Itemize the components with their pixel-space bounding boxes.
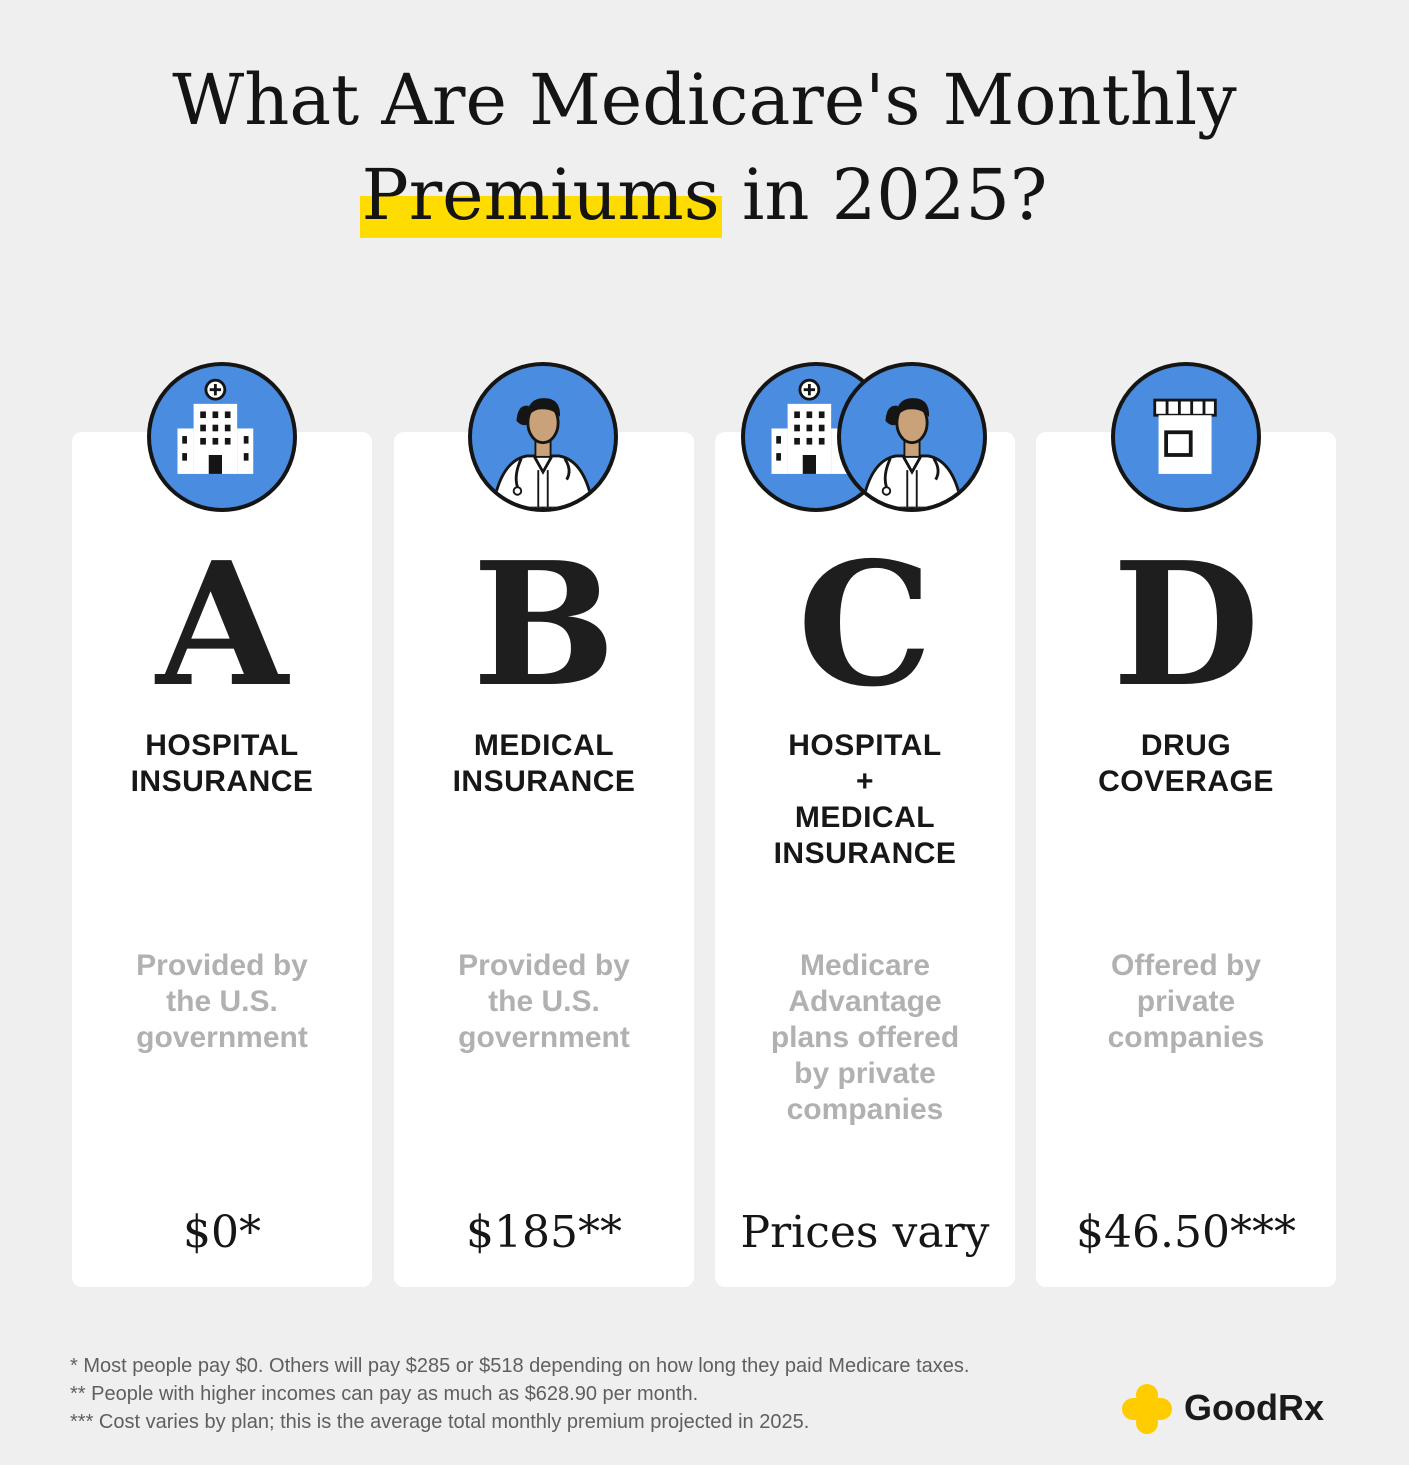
category-line: HOSPITAL (145, 729, 299, 762)
part-b-price: $185** (466, 1207, 622, 1258)
category-line: HOSPITAL (788, 729, 942, 762)
footnote-1: * Most people pay $0. Others will pay $2… (70, 1355, 970, 1377)
hospital-icon (147, 362, 297, 512)
description-line: companies (1107, 1021, 1265, 1054)
part-d-price: $46.50*** (1076, 1207, 1296, 1258)
footnote-2: ** People with higher incomes can pay as… (70, 1383, 699, 1405)
part-d-category: DRUG COVERAGE (1036, 728, 1336, 800)
page-title-line-2: Premiums in 2025? (0, 150, 1409, 240)
part-c-price: Prices vary (740, 1207, 990, 1258)
category-line: MEDICAL (473, 729, 615, 762)
category-line: MEDICAL (794, 801, 936, 834)
description-line: companies (786, 1093, 944, 1126)
description-line: plans offered (770, 1021, 960, 1054)
part-letter-c: C (797, 525, 933, 725)
title-highlight: Premiums (359, 150, 722, 240)
category-line: COVERAGE (1098, 765, 1274, 798)
category-line: DRUG (1140, 729, 1232, 762)
part-a-price: $0* (183, 1207, 261, 1258)
description-line: by private (794, 1057, 936, 1090)
part-d-description: Offered by private companies (1036, 948, 1336, 1056)
page-title-line-1: What Are Medicare's Monthly (172, 59, 1237, 141)
title-rest: in 2025? (719, 154, 1048, 236)
pill-bottle-icon (1111, 362, 1261, 512)
goodrx-plus-icon (1122, 1384, 1172, 1434)
card-part-a (72, 432, 372, 1287)
part-c-category: HOSPITAL + MEDICAL INSURANCE (715, 728, 1015, 872)
doctor-icon (837, 362, 987, 512)
category-line: + (855, 765, 875, 798)
part-b-category: MEDICAL INSURANCE (394, 728, 694, 800)
doctor-icon (468, 362, 618, 512)
description-line: Offered by (1110, 949, 1262, 982)
card-part-c (715, 432, 1015, 1287)
part-c-description: Medicare Advantage plans offered by priv… (715, 948, 1015, 1128)
goodrx-logo: GoodRx (1122, 1384, 1342, 1434)
footnote-3: *** Cost varies by plan; this is the ave… (70, 1411, 810, 1433)
part-letter-d: D (1112, 525, 1260, 725)
description-line: government (458, 1021, 630, 1054)
part-letter-a: A (156, 525, 288, 725)
category-line: INSURANCE (452, 765, 636, 798)
description-line: the U.S. (488, 985, 600, 1018)
part-a-category: HOSPITAL INSURANCE (72, 728, 372, 800)
part-b-description: Provided by the U.S. government (394, 948, 694, 1056)
card-part-b (394, 432, 694, 1287)
goodrx-logo-text: GoodRx (1184, 1387, 1324, 1428)
category-line: INSURANCE (773, 837, 957, 870)
card-part-d (1036, 432, 1336, 1287)
part-letter-b: B (472, 525, 616, 725)
description-line: the U.S. (166, 985, 278, 1018)
description-line: private (1136, 985, 1236, 1018)
description-line: Provided by (458, 949, 630, 982)
description-line: government (136, 1021, 308, 1054)
category-line: INSURANCE (130, 765, 314, 798)
description-line: Provided by (136, 949, 308, 982)
part-a-description: Provided by the U.S. government (72, 948, 372, 1056)
description-line: Advantage (788, 985, 942, 1018)
description-line: Medicare (799, 949, 931, 982)
